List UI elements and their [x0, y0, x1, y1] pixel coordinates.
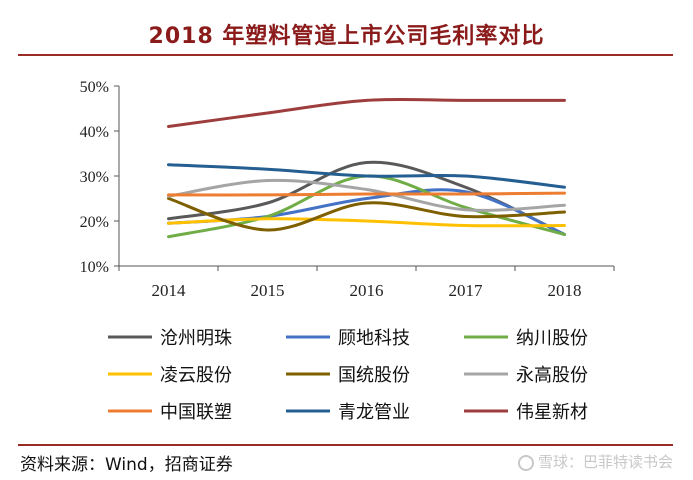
- series-line-7: [167, 191, 566, 197]
- source-note: 资料来源：Wind，招商证券: [20, 455, 233, 475]
- legend-label: 凌云股份: [160, 365, 232, 386]
- watermark: 雪球：巴菲特读书会: [517, 451, 673, 472]
- x-tick-label: 2014: [152, 281, 187, 300]
- x-tick-label: 2015: [251, 281, 285, 300]
- legend-label: 纳川股份: [516, 328, 588, 349]
- series-line-5: [167, 197, 566, 232]
- y-tick-label: 10%: [80, 259, 109, 276]
- y-tick-label: 30%: [80, 169, 109, 186]
- legend-label: 顾地科技: [338, 328, 410, 349]
- snowball-logo-icon: [517, 454, 534, 471]
- x-tick-label: 2018: [548, 281, 582, 300]
- chart-title: 2018 年塑料管道上市公司毛利率对比: [148, 24, 545, 49]
- y-tick-label: 20%: [80, 214, 109, 231]
- y-tick-label: 40%: [80, 124, 109, 141]
- legend-label: 国统股份: [338, 365, 410, 386]
- legend-label: 永高股份: [516, 365, 588, 386]
- x-tick-label: 2017: [449, 281, 484, 300]
- series-line-6: [167, 178, 566, 212]
- legend-label: 中国联塑: [160, 402, 232, 423]
- title-divider: [18, 54, 673, 56]
- x-tick-label: 2016: [350, 281, 384, 300]
- legend-label: 伟星新材: [516, 402, 588, 423]
- legend-label: 沧州明珠: [160, 328, 232, 349]
- legend-label: 青龙管业: [338, 402, 410, 423]
- series-line-4: [167, 217, 566, 228]
- y-tick-label: 50%: [80, 79, 109, 96]
- series-line-8: [167, 163, 566, 189]
- series-line-9: [167, 97, 566, 128]
- watermark-text: 雪球：巴菲特读书会: [537, 453, 673, 471]
- footer-divider: [18, 444, 673, 446]
